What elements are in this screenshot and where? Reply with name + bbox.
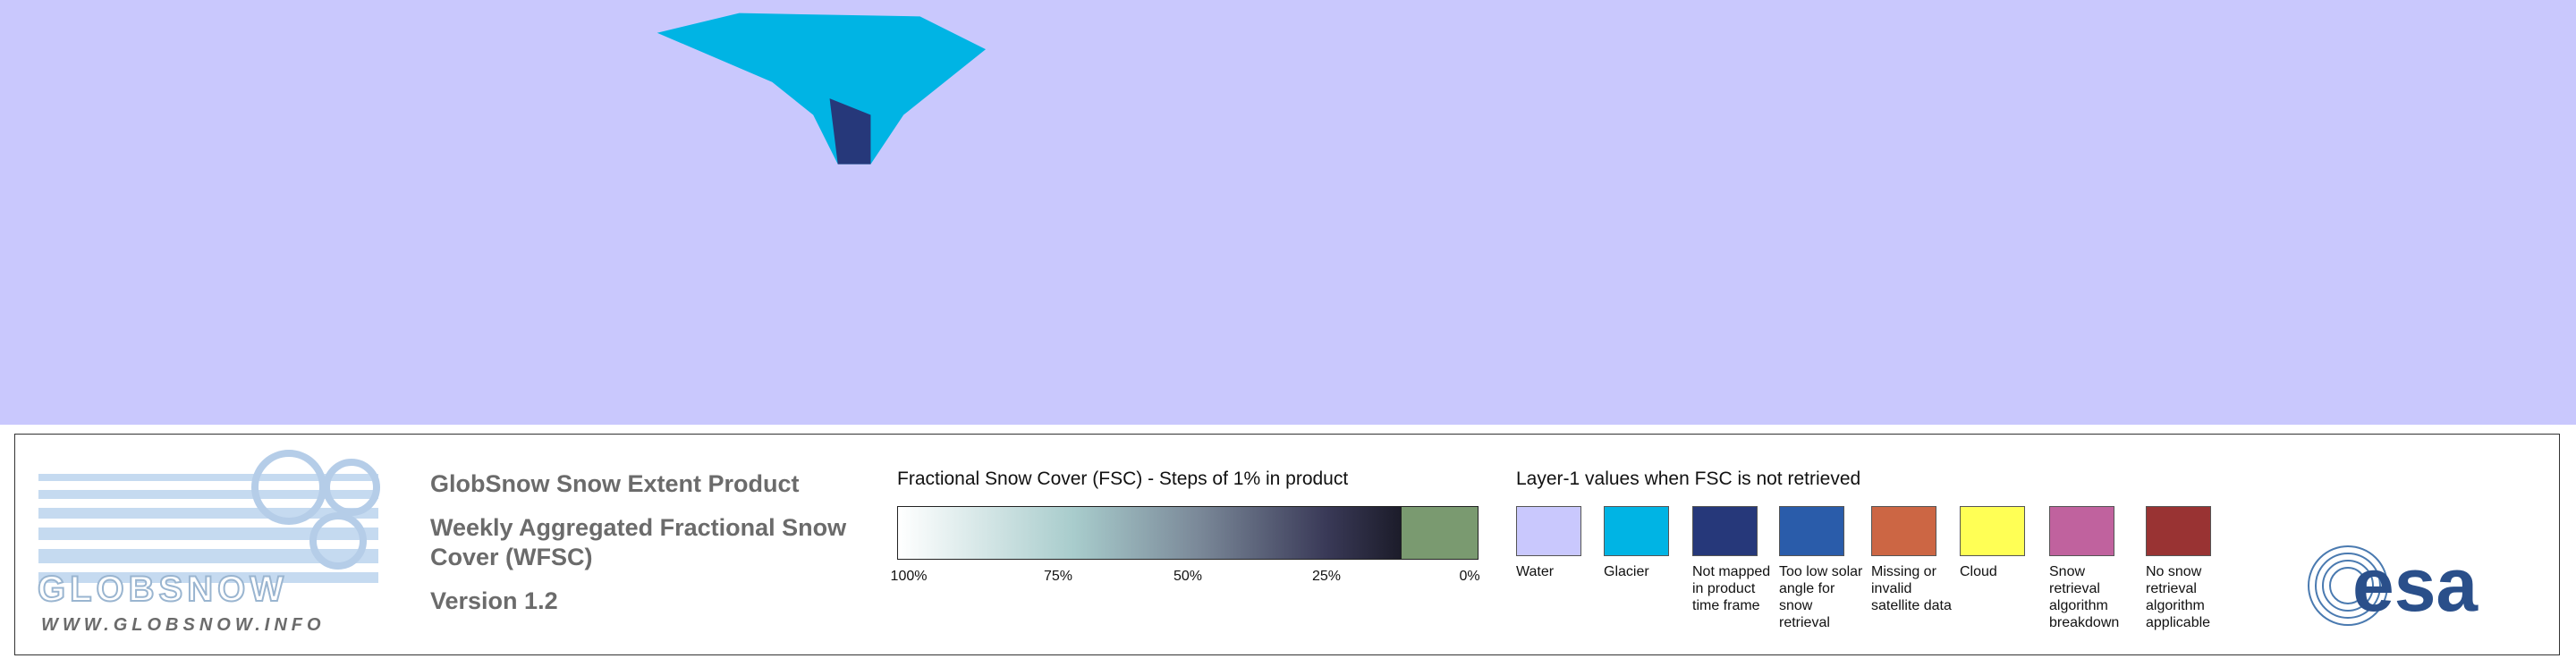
legend-class: Missing or invalid satellite data [1871, 506, 1959, 614]
legend-label: No snow retrieval algorithm applicable [2146, 564, 2211, 630]
fsc-label: 0% [1459, 569, 1480, 584]
legend-swatch [1779, 506, 1844, 556]
legend-class: No snow retrieval algorithm applicable [2146, 506, 2233, 631]
legend-class: Glacier [1604, 506, 1691, 580]
legend-class: Too low solar angle for snow retrieval [1779, 506, 1867, 631]
legend-swatch [2049, 506, 2114, 556]
legend-swatch [1871, 506, 1936, 556]
logo-name: GLOBSNOW [38, 570, 288, 609]
product-version: Version 1.2 [430, 587, 558, 614]
greenland [657, 13, 987, 165]
fsc-label: 75% [1043, 569, 1073, 584]
legend-panel [14, 434, 2560, 655]
legend-swatch [1516, 506, 1581, 556]
product-title: GlobSnow Snow Extent Product [430, 470, 800, 497]
esa-logo: esa [2308, 543, 2479, 627]
legend-swatch [1960, 506, 2025, 556]
legend-swatch [1692, 506, 1758, 556]
fsc-zero-swatch [1401, 506, 1479, 560]
legend-label: Not mapped in product time frame [1692, 564, 1771, 613]
snow-map [0, 0, 2576, 425]
legend-class: Cloud [1960, 506, 2047, 580]
legend-label: Water [1516, 564, 1555, 579]
legend-class: Not mapped in product time frame [1692, 506, 1780, 614]
legend-label: Missing or invalid satellite data [1871, 564, 1952, 613]
legend-label: Cloud [1960, 564, 1997, 579]
fsc-gradient [897, 506, 1402, 560]
fsc-label: 50% [1173, 569, 1203, 584]
logo-url: WWW.GLOBSNOW.INFO [41, 615, 326, 635]
layer1-legend-title: Layer-1 values when FSC is not retrieved [1516, 469, 1861, 489]
esa-text: esa [2352, 543, 2479, 627]
globsnow-logo: GLOBSNOW WWW.GLOBSNOW.INFO [37, 450, 380, 635]
fsc-legend-title: Fractional Snow Cover (FSC) - Steps of 1… [897, 469, 1349, 489]
legend-label: Too low solar angle for snow retrieval [1779, 564, 1863, 630]
legend-class: Snow retrieval algorithm breakdown [2049, 506, 2137, 631]
fsc-label: 100% [890, 569, 928, 584]
legend-label: Glacier [1604, 564, 1649, 579]
product-subtitle: Weekly Aggregated Fractional Snow Cover … [430, 514, 847, 570]
legend-swatch [1604, 506, 1669, 556]
legend-class: Water [1516, 506, 1604, 580]
water [0, 0, 2576, 425]
legend-label: Snow retrieval algorithm breakdown [2049, 564, 2120, 630]
legend-swatch [2146, 506, 2211, 556]
fsc-label: 25% [1311, 569, 1342, 584]
